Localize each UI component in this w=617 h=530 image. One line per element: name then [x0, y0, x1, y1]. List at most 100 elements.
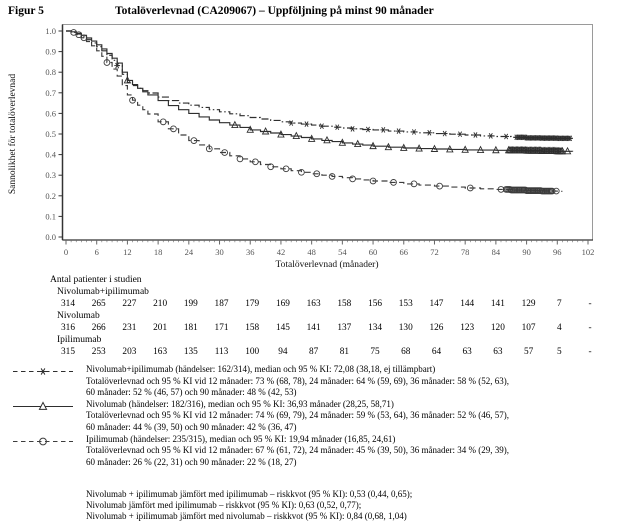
- svg-text:84: 84: [492, 247, 501, 257]
- figure-title: Totalöverlevnad (CA209067) – Uppföljning…: [115, 5, 434, 17]
- legend-line: Totalöverlevnad och 95 % KI vid 12 månad…: [86, 445, 510, 456]
- svg-text:158: 158: [245, 323, 259, 333]
- svg-text:145: 145: [276, 323, 290, 333]
- svg-text:169: 169: [276, 299, 290, 309]
- svg-text:265: 265: [92, 299, 106, 309]
- svg-text:266: 266: [92, 323, 106, 333]
- hazard-ratio-footnotes: Nivolumab + ipilimumab jämfört med ipili…: [86, 489, 412, 521]
- svg-text:120: 120: [491, 323, 505, 333]
- legend-entry-text: Nivolumab (händelser: 182/316), median o…: [86, 399, 509, 434]
- svg-text:0.6: 0.6: [45, 108, 56, 118]
- legend-entry-text: Nivolumab+ipilimumab (händelser: 162/314…: [86, 364, 509, 399]
- figure-number: Figur 5: [8, 5, 44, 17]
- dashed-line-circle-icon: [0, 434, 86, 469]
- svg-text:96: 96: [553, 247, 562, 257]
- svg-text:48: 48: [307, 247, 316, 257]
- svg-text:66: 66: [400, 247, 409, 257]
- svg-text:60: 60: [369, 247, 378, 257]
- svg-text:201: 201: [153, 323, 167, 333]
- svg-text:126: 126: [429, 323, 443, 333]
- svg-text:137: 137: [337, 323, 351, 333]
- svg-text:141: 141: [307, 323, 321, 333]
- svg-text:0: 0: [64, 247, 68, 257]
- svg-text:12: 12: [123, 247, 132, 257]
- svg-text:0.7: 0.7: [45, 88, 56, 98]
- svg-text:179: 179: [245, 299, 259, 309]
- svg-text:72: 72: [430, 247, 439, 257]
- svg-text:Nivolumab+ipilimumab: Nivolumab+ipilimumab: [57, 287, 149, 297]
- legend-entry-nivolumab-ipilimumab: Nivolumab+ipilimumab (händelser: 162/314…: [0, 364, 614, 399]
- svg-text:-: -: [588, 299, 591, 309]
- svg-text:0.8: 0.8: [45, 67, 56, 77]
- svg-text:4: 4: [557, 323, 562, 333]
- svg-text:156: 156: [368, 299, 382, 309]
- svg-text:163: 163: [153, 347, 167, 357]
- svg-text:102: 102: [582, 247, 595, 257]
- svg-text:0.2: 0.2: [45, 191, 56, 201]
- svg-text:171: 171: [215, 323, 229, 333]
- svg-text:87: 87: [309, 347, 319, 357]
- svg-text:158: 158: [337, 299, 351, 309]
- svg-text:0.3: 0.3: [45, 170, 56, 180]
- svg-text:90: 90: [522, 247, 531, 257]
- svg-text:Totalöverlevnad (månader): Totalöverlevnad (månader): [276, 259, 379, 270]
- svg-text:63: 63: [463, 347, 473, 357]
- footnote-line: Nivolumab jämfört med ipilimumab – riskk…: [86, 499, 362, 510]
- figure-header: Figur 5 Totalöverlevnad (CA209067) – Uppf…: [8, 5, 434, 17]
- svg-text:30: 30: [215, 247, 224, 257]
- km-survival-chart: 0.0 0.1 0.2 0.3 0.4 0.5 0.6 0.7 0.8 0.9 1.0 0 6 12 18 2…: [7, 24, 595, 357]
- svg-text:316: 316: [61, 323, 75, 333]
- legend-line: Nivolumab (händelser: 182/316), median o…: [86, 398, 394, 409]
- svg-text:113: 113: [215, 347, 229, 357]
- svg-text:57: 57: [524, 347, 534, 357]
- svg-text:0.4: 0.4: [45, 150, 56, 160]
- svg-text:134: 134: [368, 323, 382, 333]
- svg-text:107: 107: [522, 323, 536, 333]
- svg-text:36: 36: [246, 247, 255, 257]
- dashed-line-asterisk-icon: [0, 364, 86, 399]
- legend-line: Nivolumab+ipilimumab (händelser: 162/314…: [86, 364, 436, 374]
- legend-line: Totalöverlevnad och 95 % KI vid 12 månad…: [86, 375, 510, 386]
- svg-text:144: 144: [460, 299, 474, 309]
- svg-text:147: 147: [429, 299, 443, 309]
- svg-text:153: 153: [399, 299, 413, 309]
- svg-text:42: 42: [277, 247, 286, 257]
- svg-text:227: 227: [122, 299, 136, 309]
- legend-line: 60 månader: 44 % (39, 50) och 90 månader…: [86, 421, 297, 432]
- svg-text:Antal patienter i studien: Antal patienter i studien: [50, 275, 142, 285]
- legend-line: Ipilimumab (händelser: 235/315), median …: [86, 433, 396, 444]
- svg-text:0.0: 0.0: [45, 232, 56, 242]
- legend-line: Totalöverlevnad och 95 % KI vid 12 månad…: [86, 410, 510, 421]
- legend-entry-ipilimumab: Ipilimumab (händelser: 235/315), median …: [0, 434, 614, 469]
- svg-text:63: 63: [493, 347, 503, 357]
- svg-text:314: 314: [61, 299, 75, 309]
- chart-legend: Nivolumab+ipilimumab (händelser: 162/314…: [0, 364, 614, 468]
- svg-text:Ipilimumab: Ipilimumab: [57, 335, 102, 345]
- footnote-line: Nivolumab + ipilimumab jämfört med ipili…: [86, 489, 413, 499]
- svg-text:0.9: 0.9: [45, 47, 56, 57]
- svg-text:0.1: 0.1: [45, 211, 56, 221]
- footnote-line: Nivolumab + ipilimumab jämfört med nivol…: [86, 510, 407, 521]
- legend-line: 60 månader: 26 % (22, 31) och 90 månader…: [86, 456, 297, 467]
- svg-text:203: 203: [122, 347, 136, 357]
- svg-text:315: 315: [61, 347, 75, 357]
- svg-text:100: 100: [245, 347, 259, 357]
- svg-text:253: 253: [92, 347, 106, 357]
- svg-text:-: -: [588, 323, 591, 333]
- svg-text:78: 78: [461, 247, 470, 257]
- svg-text:Sannolikhet för totalöverlevna: Sannolikhet för totalöverlevnad: [7, 74, 18, 195]
- svg-text:231: 231: [122, 323, 136, 333]
- legend-entry-text: Ipilimumab (händelser: 235/315), median …: [86, 434, 509, 469]
- svg-text:163: 163: [307, 299, 321, 309]
- svg-text:130: 130: [399, 323, 413, 333]
- svg-text:18: 18: [154, 247, 163, 257]
- svg-text:210: 210: [153, 299, 167, 309]
- svg-text:94: 94: [278, 347, 288, 357]
- svg-text:68: 68: [401, 347, 411, 357]
- svg-text:64: 64: [432, 347, 442, 357]
- svg-text:1.0: 1.0: [45, 26, 56, 36]
- svg-text:24: 24: [185, 247, 194, 257]
- svg-text:187: 187: [215, 299, 229, 309]
- svg-text:135: 135: [184, 347, 198, 357]
